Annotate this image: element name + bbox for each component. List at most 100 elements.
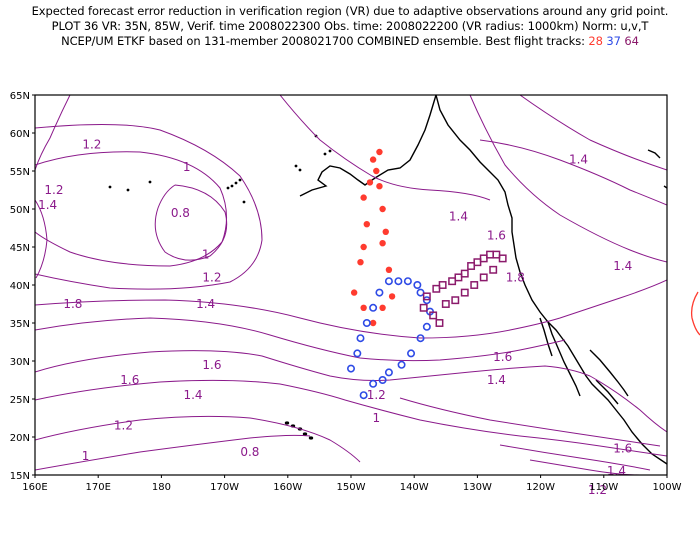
contour-label: 1 — [82, 449, 90, 463]
track-c-marker — [419, 303, 428, 312]
track-a-label: 28 — [588, 34, 603, 48]
track-c-marker — [448, 277, 457, 286]
track-b-marker — [407, 349, 416, 358]
contour-label: 1.2 — [367, 388, 386, 402]
track-a-marker — [363, 221, 370, 228]
coastline-segment — [539, 317, 553, 357]
header-line-2: PLOT 36 VR: 35N, 85W, Verif. time 200802… — [51, 19, 649, 33]
track-c-marker — [479, 273, 488, 282]
island — [226, 186, 230, 190]
contour-label: 1.4 — [607, 464, 626, 478]
lat-tick-label: 30N — [10, 357, 30, 368]
lon-tick-label: 120W — [526, 482, 555, 493]
island — [294, 164, 298, 168]
track-c-marker — [486, 250, 494, 259]
coastline-segment — [547, 321, 581, 397]
track-c-marker — [454, 273, 463, 282]
lon-tick-label: 160W — [273, 482, 302, 493]
track-a-marker — [376, 148, 383, 156]
contour-label: 1.6 — [120, 373, 139, 387]
track-c-marker — [489, 265, 498, 274]
contour-labels: 1.211.20.81.41.41.41.61.81.411.21.41.81.… — [38, 137, 632, 497]
track-b-marker — [394, 277, 403, 286]
contour-line — [499, 444, 651, 471]
track-b-marker — [362, 318, 371, 327]
contour-line — [35, 199, 48, 279]
contour-line — [35, 123, 263, 290]
track-c-label: 64 — [624, 34, 639, 48]
lon-tick-label: 130W — [463, 482, 492, 493]
coastline-segment — [647, 149, 661, 159]
lon-tick-label: 150W — [337, 482, 366, 493]
contour-label: 1.4 — [196, 297, 215, 311]
island — [242, 200, 246, 204]
contour-label: 1 — [372, 411, 380, 425]
flight-track-markers — [346, 148, 507, 400]
track-c-marker — [460, 269, 469, 278]
lat-tick-label: 50N — [10, 205, 30, 216]
island — [230, 184, 234, 188]
island — [298, 168, 302, 172]
lat-tick-label: 15N — [10, 471, 30, 482]
track-c-marker — [438, 281, 447, 289]
contour-label: 1 — [183, 160, 191, 174]
track-a-marker — [366, 179, 374, 186]
contour-label: 1 — [202, 248, 210, 262]
track-b-marker — [346, 364, 355, 373]
contour-label: 1.8 — [63, 297, 82, 311]
hawaii-island — [284, 421, 290, 425]
contour-line — [154, 184, 228, 261]
lat-tick-label: 25N — [10, 395, 30, 406]
contour-label: 1.4 — [38, 198, 57, 212]
contour-line — [469, 95, 667, 263]
contour-label: 1.4 — [613, 259, 632, 273]
lon-tick-label: 180 — [152, 482, 171, 493]
contour-lines — [35, 95, 667, 475]
contour-label: 1.2 — [82, 137, 101, 151]
contour-line — [399, 397, 661, 447]
island — [323, 152, 327, 156]
hawaii-island — [308, 436, 314, 440]
contour-line — [35, 379, 346, 401]
coastline-segment — [595, 379, 619, 405]
track-c-marker — [441, 300, 450, 308]
track-a-marker — [379, 205, 386, 213]
hawaii-island — [302, 432, 308, 436]
coastline — [108, 95, 667, 465]
contour-label: 0.8 — [240, 445, 259, 459]
track-a-marker — [382, 228, 389, 235]
track-b-marker — [413, 280, 422, 289]
track-b-marker — [416, 334, 425, 343]
track-c-marker — [435, 319, 444, 327]
contour-label: 1.2 — [114, 419, 133, 433]
track-b-marker — [403, 277, 412, 286]
track-a-marker — [388, 293, 396, 300]
contour-line — [35, 350, 667, 433]
contour-label: 1.6 — [493, 350, 512, 364]
lat-tick-label: 35N — [10, 319, 30, 330]
lat-tick-label: 60N — [10, 129, 30, 140]
lat-tick-label: 45N — [10, 243, 30, 254]
lon-tick-label: 170E — [85, 482, 110, 493]
track-a-marker — [360, 243, 367, 251]
track-c-marker — [429, 311, 438, 320]
track-b-marker — [384, 368, 393, 377]
lon-tick-label: 160E — [22, 482, 47, 493]
track-a-marker — [360, 304, 367, 311]
lon-tick-label: 140W — [400, 482, 429, 493]
track-c-marker — [473, 258, 482, 267]
contour-label: 1.2 — [202, 270, 221, 284]
track-b-label: 37 — [606, 34, 621, 48]
track-c-marker — [479, 254, 488, 263]
track-b-marker — [416, 288, 425, 297]
contour-label: 1.4 — [183, 388, 202, 402]
header-line-1: Expected forecast error reduction in ver… — [31, 4, 669, 18]
contour-line — [344, 399, 667, 457]
track-a-marker — [376, 183, 383, 190]
track-a-marker — [369, 319, 377, 327]
track-b-marker — [422, 322, 431, 331]
island — [148, 180, 152, 184]
track-b-marker — [378, 375, 387, 384]
